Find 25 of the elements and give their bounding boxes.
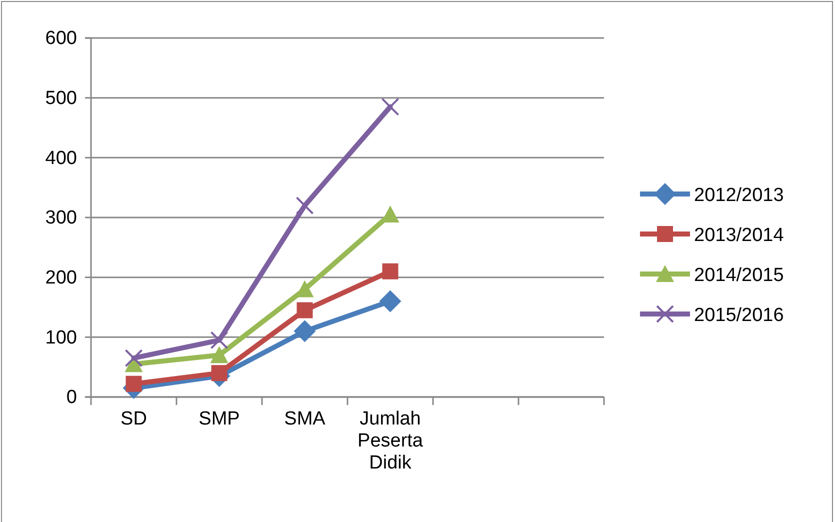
point xyxy=(379,290,402,312)
point xyxy=(294,320,316,342)
point xyxy=(210,346,228,364)
point xyxy=(296,196,314,215)
point xyxy=(126,376,142,392)
legend-label: 2014/2015 xyxy=(694,265,784,286)
x-tick-label: SD xyxy=(120,408,147,430)
x-tick-label: Jumlah Peserta Didik xyxy=(358,408,424,474)
y-tick-label: 500 xyxy=(45,88,77,109)
y-tick-label: 200 xyxy=(45,267,77,288)
point xyxy=(382,263,398,280)
x-tick-label: SMA xyxy=(284,408,326,430)
legend-label: 2015/2016 xyxy=(694,305,784,326)
y-tick-label: 600 xyxy=(45,28,77,50)
point xyxy=(381,98,400,116)
legend-label: 2013/2014 xyxy=(694,225,784,246)
legend-label: 2012/2013 xyxy=(694,185,784,206)
x-tick-label: SMP xyxy=(198,408,240,430)
point xyxy=(210,331,228,350)
y-tick-label: 400 xyxy=(45,148,77,169)
y-tick-label: 0 xyxy=(66,387,77,408)
y-tick-label: 300 xyxy=(45,208,77,229)
point xyxy=(296,302,313,318)
y-tick-label: 100 xyxy=(45,327,77,348)
point xyxy=(124,349,143,368)
